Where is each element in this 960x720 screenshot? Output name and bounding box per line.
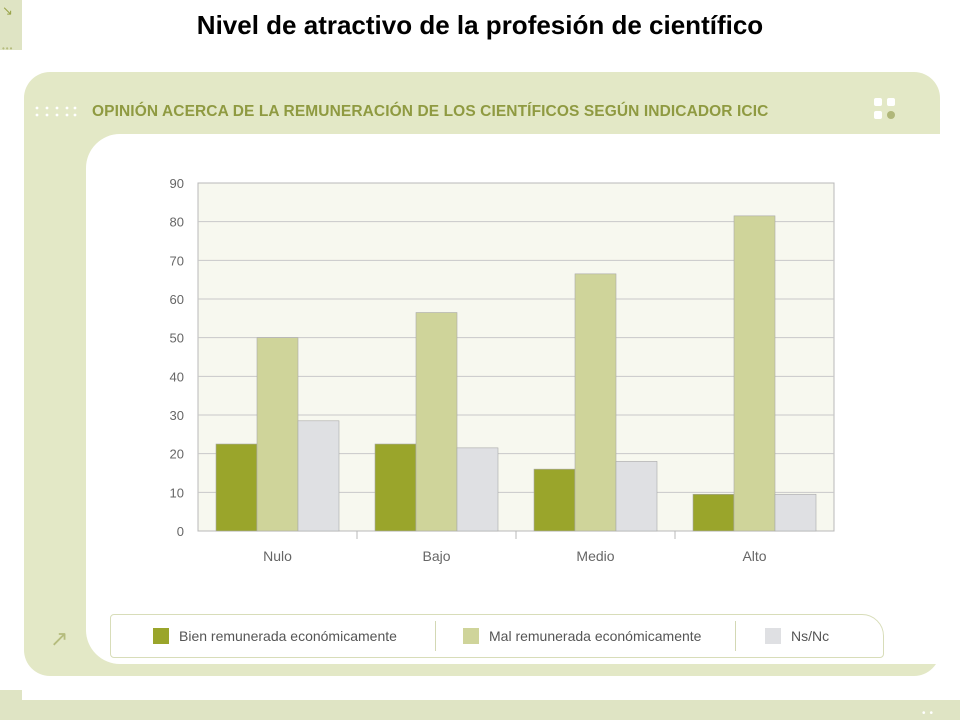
bottom-accent-bar bbox=[0, 700, 960, 720]
left-accent-strip bbox=[0, 0, 22, 50]
corner-arrow-icon: ↘ bbox=[2, 3, 13, 18]
chart-title: OPINIÓN ACERCA DE LA REMUNERACIÓN DE LOS… bbox=[92, 103, 769, 120]
legend-label: Ns/Nc bbox=[791, 628, 830, 644]
bottom-dots-icon: •• bbox=[922, 708, 938, 719]
legend-swatch bbox=[463, 628, 479, 644]
page-title: Nivel de atractivo de la profesión de ci… bbox=[196, 10, 764, 40]
legend-item-mal: Mal remunerada económicamente bbox=[463, 628, 701, 644]
legend-item-nsnc: Ns/Nc bbox=[765, 628, 829, 644]
legend-label: Bien remunerada económicamente bbox=[179, 628, 397, 644]
legend-label: Mal remunerada económicamente bbox=[489, 628, 702, 644]
dotted-line-icon bbox=[35, 106, 77, 117]
legend-item-bien: Bien remunerada económicamente bbox=[153, 628, 397, 644]
legend-divider bbox=[435, 621, 436, 651]
legend-swatch bbox=[765, 628, 781, 644]
four-dots-icon bbox=[874, 98, 895, 119]
legend-divider bbox=[735, 621, 736, 651]
decorative-arrow-icon: ↗ bbox=[50, 626, 69, 651]
legend: Bien remunerada económicamente Mal remun… bbox=[110, 614, 884, 658]
chart-panel bbox=[86, 134, 940, 664]
corner-dots-icon: ••• bbox=[2, 44, 14, 53]
legend-swatch bbox=[153, 628, 169, 644]
